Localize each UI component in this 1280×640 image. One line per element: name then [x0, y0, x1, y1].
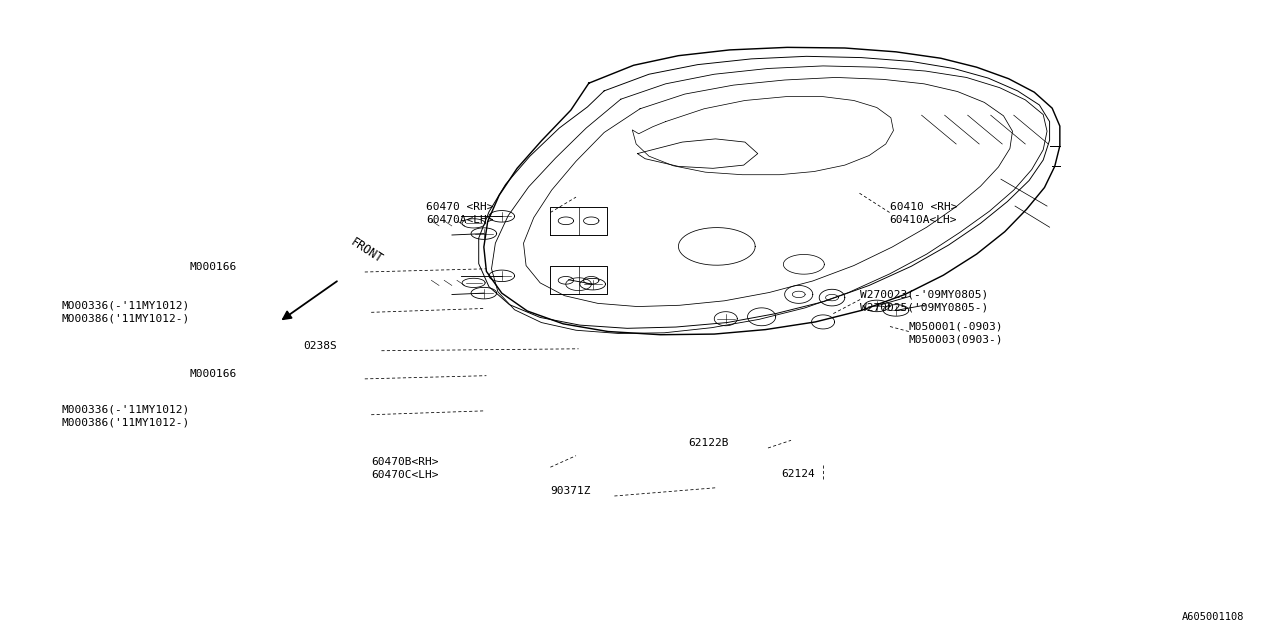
Text: 60410 <RH>: 60410 <RH>: [890, 202, 957, 212]
Text: 90371Z: 90371Z: [550, 486, 591, 496]
Text: 60470 <RH>: 60470 <RH>: [426, 202, 494, 212]
Text: FRONT: FRONT: [348, 236, 385, 266]
Text: 60410A<LH>: 60410A<LH>: [890, 215, 957, 225]
Text: 60470C<LH>: 60470C<LH>: [371, 470, 439, 480]
Text: 60470B<RH>: 60470B<RH>: [371, 457, 439, 467]
Text: M000336(-'11MY1012): M000336(-'11MY1012): [61, 404, 189, 415]
Text: MO00386('11MY1012-): MO00386('11MY1012-): [61, 313, 189, 323]
Text: 0238S: 0238S: [303, 340, 337, 351]
Text: MO00336(-'11MY1012): MO00336(-'11MY1012): [61, 300, 189, 310]
Text: W270025('09MY0805-): W270025('09MY0805-): [860, 302, 988, 312]
Text: M050001(-0903): M050001(-0903): [909, 321, 1004, 332]
Text: 60470A<LH>: 60470A<LH>: [426, 215, 494, 225]
Text: W270023(-'09MY0805): W270023(-'09MY0805): [860, 289, 988, 300]
Text: A605001108: A605001108: [1181, 612, 1244, 622]
Text: 62122B: 62122B: [689, 438, 730, 448]
Text: M000166: M000166: [189, 262, 237, 272]
Text: M000166: M000166: [189, 369, 237, 379]
Text: M000386('11MY1012-): M000386('11MY1012-): [61, 417, 189, 428]
Text: 62124: 62124: [781, 468, 814, 479]
Text: M050003(0903-): M050003(0903-): [909, 334, 1004, 344]
